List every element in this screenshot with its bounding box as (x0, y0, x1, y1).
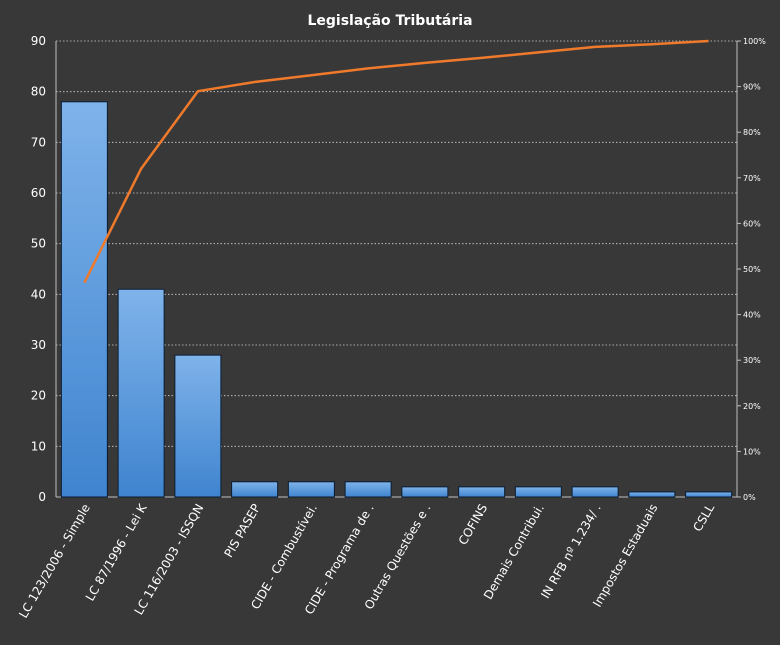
y2-tick-label: 50% (743, 265, 761, 274)
y2-tick-label: 80% (743, 128, 761, 137)
y2-tick-label: 0% (743, 493, 756, 502)
bar (459, 487, 505, 497)
cumulative-line-series (84, 41, 708, 283)
y-tick-label: 60 (31, 186, 46, 200)
y2-tick-label: 30% (743, 356, 761, 365)
y-tick-label: 80 (31, 85, 46, 99)
x-category-label: COFINS (456, 502, 491, 548)
y2-tick-label: 20% (743, 402, 761, 411)
bar (232, 482, 278, 497)
x-category-label: IN RFB nº 1.234/ . (538, 502, 603, 601)
bar (345, 482, 391, 497)
y-tick-label: 40 (31, 287, 46, 301)
y2-tick-label: 60% (743, 219, 761, 228)
y2-tick-label: 70% (743, 174, 761, 183)
y-tick-label: 30 (31, 338, 46, 352)
cumulative-line (84, 41, 708, 283)
y2-tick-label: 90% (743, 83, 761, 92)
y-tick-label: 50 (31, 237, 46, 251)
bar (402, 487, 448, 497)
bar (686, 492, 732, 497)
bar (118, 289, 164, 497)
bar-series (61, 102, 731, 497)
x-category-label: Impostos Estaduais (590, 502, 660, 610)
x-category-label: CSLL (690, 501, 717, 534)
y-tick-label: 20 (31, 389, 46, 403)
bar (288, 482, 334, 497)
bar (629, 492, 675, 497)
y-tick-label: 10 (31, 439, 46, 453)
chart-title: Legislação Tributária (307, 13, 472, 29)
y2-tick-label: 40% (743, 311, 761, 320)
x-category-label: CIDE - Combustívei. (248, 502, 320, 612)
x-category-label: LC 87/1996 - Lei K (83, 501, 150, 604)
x-category-label: Demais Contribui. (481, 502, 547, 602)
y-tick-label: 90 (31, 34, 46, 48)
y-tick-label: 0 (38, 490, 46, 504)
y-tick-label: 70 (31, 135, 46, 149)
bar (61, 102, 107, 497)
x-category-label: Outras Questões e . (362, 502, 434, 612)
x-category-label: LC 123/2006 - Simple (16, 502, 93, 621)
x-category-label: PIS PASEP (221, 502, 263, 560)
bar (572, 487, 618, 497)
bar (515, 487, 561, 497)
y2-tick-label: 10% (743, 447, 761, 456)
y2-tick-label: 100% (743, 37, 766, 46)
bar (175, 355, 221, 497)
